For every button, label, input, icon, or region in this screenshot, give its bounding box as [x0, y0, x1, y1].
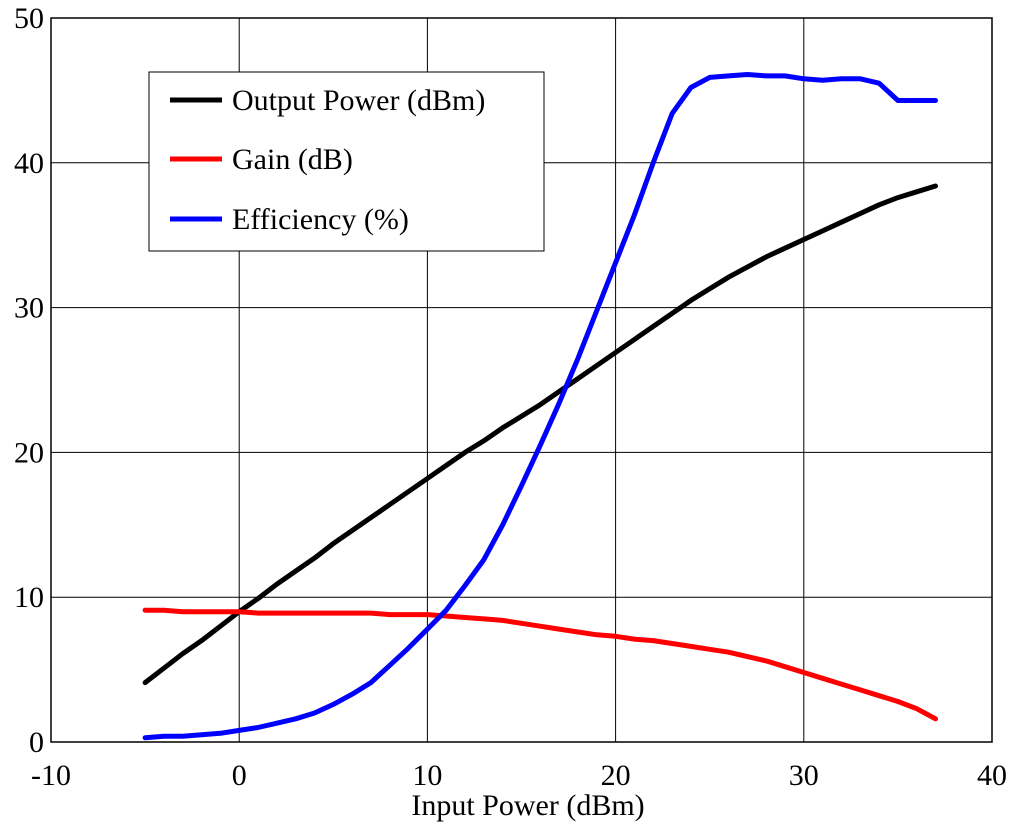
legend: Output Power (dBm) Gain (dB) Efficiency … — [148, 71, 545, 252]
x-tick-label: 20 — [601, 759, 631, 792]
x-tick-label: 10 — [412, 759, 442, 792]
legend-entry-gain: Gain (dB) — [170, 143, 353, 176]
legend-entry-efficiency: Efficiency (%) — [170, 203, 409, 236]
series-line-gain — [142, 607, 938, 722]
y-tick-label: 50 — [14, 2, 44, 35]
plot-frame — [50, 17, 993, 743]
x-tick-label: -10 — [31, 759, 71, 792]
x-axis-label: Input Power (dBm) — [411, 789, 644, 822]
legend-label-output-power: Output Power (dBm) — [232, 84, 485, 117]
x-tick-label: 40 — [977, 759, 1007, 792]
x-tick-label: 30 — [789, 759, 819, 792]
y-tick-label: 10 — [14, 581, 44, 614]
series-layer — [142, 72, 938, 741]
y-tick-label: 30 — [14, 292, 44, 325]
y-tick-label: 0 — [29, 726, 44, 759]
legend-label-efficiency: Efficiency (%) — [232, 203, 409, 236]
legend-entry-output-power: Output Power (dBm) — [170, 84, 485, 117]
legend-label-gain: Gain (dB) — [232, 143, 353, 176]
y-tick-label: 40 — [14, 147, 44, 180]
series-line-output-power — [142, 183, 938, 686]
y-tick-label: 20 — [14, 436, 44, 469]
series-line-efficiency — [142, 72, 938, 741]
x-tick-label: 0 — [232, 759, 247, 792]
